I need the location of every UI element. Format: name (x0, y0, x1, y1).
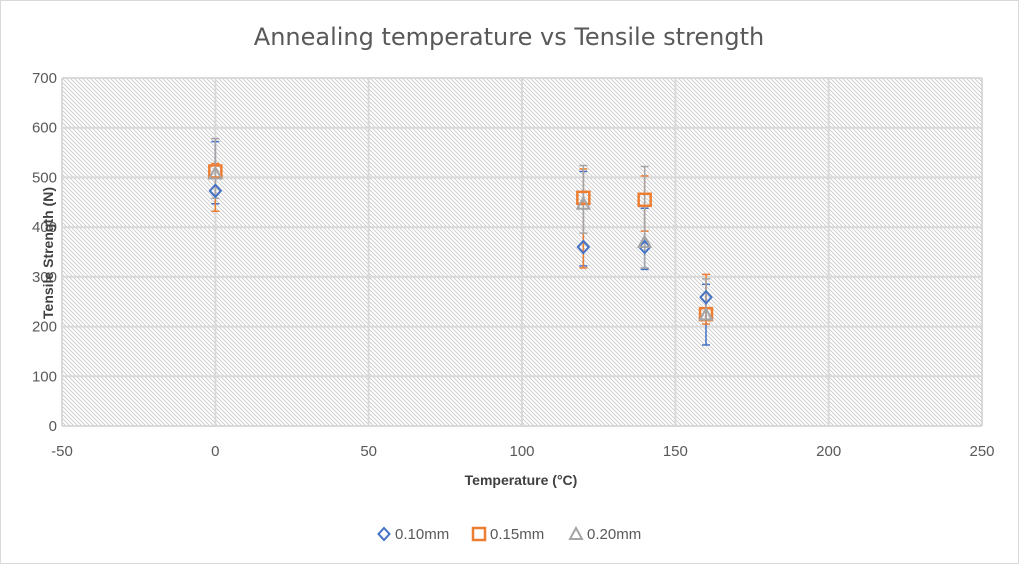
x-axis-title: Temperature (°C) (465, 472, 578, 488)
diamond-marker (377, 526, 391, 542)
x-tick-label: 0 (211, 443, 219, 460)
square-marker (576, 190, 591, 206)
y-axis-title: Tensile Strength (N) (40, 187, 56, 319)
x-tick-label: 150 (663, 443, 688, 460)
triangle-marker (575, 195, 592, 210)
x-tick-label: 200 (816, 443, 841, 460)
x-tick-label: -50 (51, 443, 73, 460)
square-marker (471, 526, 487, 542)
y-tick-label: 300 (32, 269, 57, 286)
y-tick-label: 700 (32, 70, 57, 87)
y-tick-label: 400 (32, 219, 57, 236)
triangle-marker (207, 165, 224, 180)
chart-title: Annealing temperature vs Tensile strengt… (254, 23, 764, 51)
diamond-marker (208, 183, 223, 199)
legend-label: 0.15mm (490, 526, 544, 543)
triangle-marker (568, 525, 584, 540)
data-markers (207, 164, 714, 322)
legend-label: 0.20mm (587, 526, 641, 543)
legend: 0.10mm 0.15mm 0.20mm (377, 525, 641, 543)
triangle-marker (636, 233, 653, 249)
x-tick-label: 250 (969, 443, 994, 460)
diamond-marker (637, 239, 652, 255)
diamond-marker (576, 239, 591, 255)
square-marker (637, 192, 652, 208)
y-tick-label: 100 (32, 368, 57, 385)
y-tick-label: 200 (32, 319, 57, 336)
legend-label: 0.10mm (395, 526, 449, 543)
y-tick-label: 500 (32, 169, 57, 186)
diamond-marker (699, 289, 713, 305)
y-tick-label: 600 (32, 120, 57, 137)
x-tick-label: 50 (360, 443, 377, 460)
error-bars (211, 137, 710, 346)
grid-lines (61, 77, 983, 427)
y-tick-label: 0 (49, 418, 57, 435)
x-tick-label: 100 (509, 443, 534, 460)
triangle-marker (698, 306, 714, 321)
tick-labels: 0 100 200 300 400 500 600 700 -50 0 50 100 150 200 250 (32, 70, 995, 460)
